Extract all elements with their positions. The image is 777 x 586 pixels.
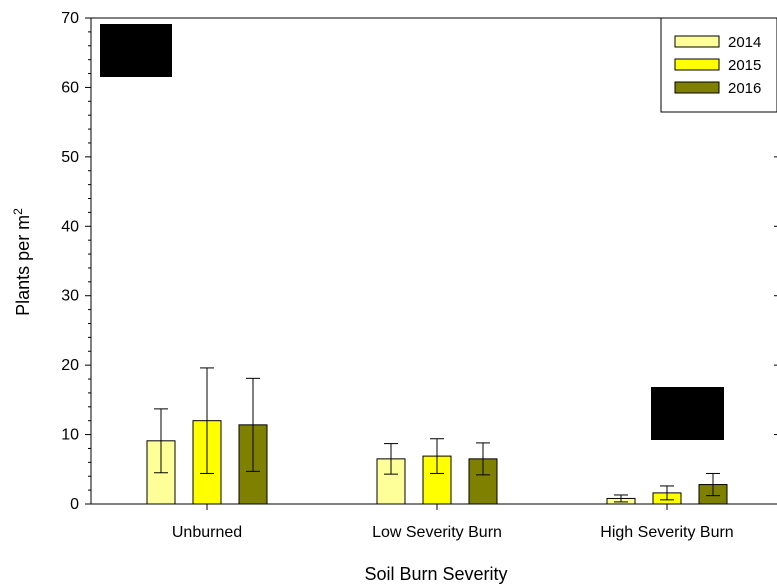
- legend: 2014 2015 2016: [660, 17, 777, 113]
- y-axis-title-superscript: 2: [11, 208, 25, 215]
- redaction-box-right: [651, 387, 724, 440]
- redaction-box-top-left: [100, 24, 172, 77]
- y-tick-label: 10: [61, 427, 79, 444]
- axes: 0 10 20 30 40 50 60 70 Unburned Low Severity Burn…: [61, 10, 777, 541]
- legend-swatch: [674, 58, 720, 71]
- x-tick-label: High Severity Burn: [600, 524, 733, 541]
- y-tick-label: 20: [61, 357, 79, 374]
- y-tick-label: 30: [61, 288, 79, 305]
- legend-label: 2015: [728, 57, 761, 74]
- x-tick-label: Unburned: [172, 524, 242, 541]
- y-tick-label: 60: [61, 79, 79, 96]
- x-axis-title: Soil Burn Severity: [364, 564, 507, 584]
- x-tick-label: Low Severity Burn: [372, 524, 502, 541]
- y-axis-title: Plants per m2: [11, 208, 33, 316]
- y-tick-label: 50: [61, 149, 79, 166]
- y-tick-label: 40: [61, 218, 79, 235]
- y-tick-label: 70: [61, 10, 79, 27]
- legend-label: 2014: [728, 34, 761, 51]
- legend-swatch: [674, 35, 720, 48]
- legend-swatch: [674, 81, 720, 94]
- bars: [146, 367, 728, 505]
- y-tick-label: 0: [70, 496, 79, 513]
- legend-label: 2016: [728, 80, 761, 97]
- y-axis-title-main: Plants per m: [13, 215, 33, 316]
